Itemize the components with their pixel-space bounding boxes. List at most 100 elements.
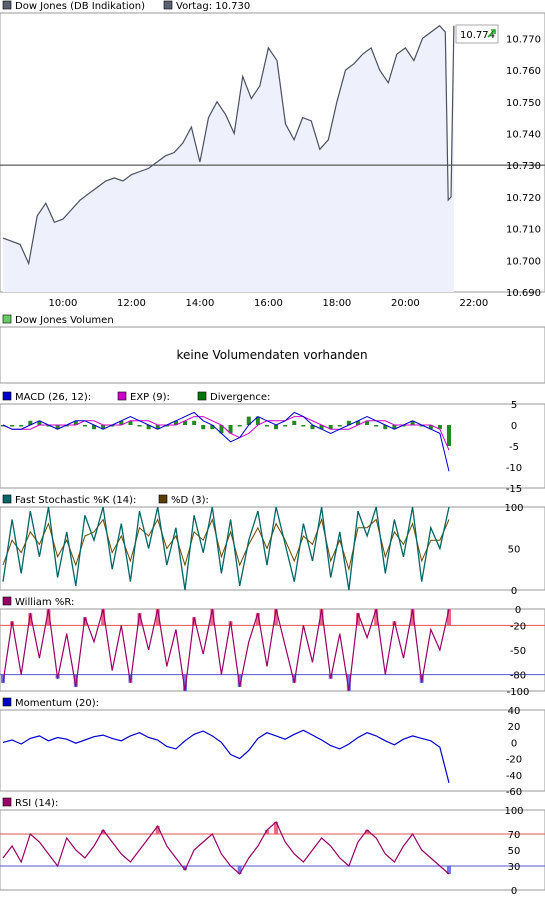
macd-divergence-bar [10, 425, 15, 427]
momentum-line [2, 729, 450, 784]
macd-divergence-bar [46, 425, 51, 427]
rsi-oversold-fill [237, 866, 242, 874]
rsi-y-tick: 0 [511, 886, 517, 897]
macd-divergence-bar [110, 425, 115, 427]
macd-legend-label: EXP (9): [130, 392, 170, 403]
rsi-legend-label: RSI (14): [15, 798, 58, 809]
macd-panel-frame [0, 403, 545, 489]
macd-divergence-bar [128, 420, 133, 425]
rsi-overbought-fill [274, 822, 279, 834]
momentum-y-tick: 20 [508, 722, 521, 733]
williams-oversold-fill [73, 674, 78, 687]
up-arrow-icon [487, 29, 496, 38]
stoch-y-tick: 100 [504, 503, 523, 514]
rsi-oversold-fill [183, 866, 188, 870]
macd-legend-swatch [2, 391, 12, 401]
macd-legend-label: MACD (26, 12): [15, 392, 91, 403]
price-line [2, 24, 455, 266]
macd-divergence-bar [428, 425, 433, 430]
macd-divergence-bar [447, 425, 451, 446]
macd-legend-label: Divergence: [210, 392, 270, 403]
macd-divergence-bar [383, 425, 388, 430]
price-y-tick: 10.720 [506, 193, 541, 204]
stoch-legend-swatch [158, 494, 168, 504]
macd-divergence-bar [410, 420, 415, 425]
macd-divergence-bar [319, 425, 324, 430]
rsi-y-tick: 70 [508, 830, 521, 841]
price-y-tick: 10.710 [506, 225, 541, 236]
macd-divergence-bar [64, 425, 69, 427]
price-x-tick: 20:00 [391, 298, 420, 309]
macd-divergence-bar [146, 425, 151, 430]
price-x-tick: 16:00 [254, 298, 283, 309]
stoch-legend-label: Fast Stochastic %K (14): [15, 495, 136, 506]
williams-y-tick: -20 [510, 621, 526, 632]
price-y-tick: 10.730 [506, 161, 541, 172]
price-x-tick: 10:00 [49, 298, 78, 309]
rsi-line [2, 821, 450, 875]
macd-y-tick: -10 [506, 463, 522, 474]
price-y-tick: 10.690 [506, 288, 541, 299]
williams-y-tick: 0 [515, 605, 521, 616]
macd-divergence-bar [1, 425, 5, 427]
macd-divergence-bar [392, 425, 397, 430]
momentum-y-tick: 0 [511, 738, 517, 749]
macd-divergence-bar [55, 425, 60, 430]
williams-y-tick: -50 [510, 646, 526, 657]
price-y-tick: 10.770 [506, 34, 541, 45]
price-x-tick: 22:00 [459, 298, 488, 309]
macd-divergence-bar [82, 425, 87, 427]
rsi-y-tick: 50 [508, 846, 521, 857]
stoch-y-tick: 50 [508, 545, 521, 556]
rsi-panel-frame [0, 809, 545, 891]
williams-oversold-fill [1, 674, 5, 683]
macd-divergence-bar [183, 420, 188, 425]
macd-divergence-bar [119, 420, 124, 425]
williams-overbought-fill [410, 609, 415, 626]
momentum-y-tick: -60 [506, 787, 522, 798]
rsi-overbought-fill [264, 830, 269, 834]
macd-exp-line [2, 416, 450, 451]
macd-divergence-bar [101, 425, 106, 430]
stoch-legend-swatch [2, 494, 12, 504]
momentum-y-tick: 40 [508, 706, 521, 717]
price-x-tick: 18:00 [322, 298, 351, 309]
rsi-overbought-fill [101, 830, 106, 834]
williams-legend-label: William %R: [15, 597, 74, 608]
macd-y-tick: -15 [506, 484, 522, 495]
williams-y-tick: -80 [510, 671, 526, 682]
macd-legend-swatch [197, 391, 207, 401]
momentum-y-tick: -20 [506, 755, 522, 766]
macd-divergence-bar [19, 425, 24, 427]
rsi-oversold-fill [447, 866, 451, 874]
williams-oversold-fill [237, 674, 242, 687]
williams-overbought-fill [274, 609, 279, 626]
rsi-overbought-fill [365, 830, 370, 834]
williams-oversold-fill [346, 674, 351, 691]
macd-divergence-bar [301, 425, 306, 427]
macd-line [2, 411, 450, 472]
macd-divergence-bar [337, 425, 342, 427]
williams-overbought-fill [46, 609, 51, 626]
macd-divergence-bar [28, 420, 33, 425]
williams-line [2, 608, 450, 692]
rsi-overbought-fill [155, 826, 160, 834]
macd-divergence-bar [155, 425, 160, 430]
price-x-tick: 12:00 [117, 298, 146, 309]
macd-divergence-bar [355, 420, 360, 425]
williams-overbought-fill [101, 609, 106, 626]
price-y-tick: 10.740 [506, 129, 541, 140]
williams-overbought-fill [210, 609, 215, 626]
macd-divergence-bar [201, 425, 206, 430]
momentum-panel-frame [0, 709, 545, 792]
stoch-y-tick: 0 [511, 586, 517, 597]
williams-overbought-fill [28, 613, 33, 626]
williams-overbought-fill [447, 609, 451, 626]
momentum-legend-swatch [2, 697, 12, 707]
macd-divergence-bar [246, 416, 251, 425]
macd-divergence-bar [401, 425, 406, 427]
macd-divergence-bar [137, 425, 142, 427]
macd-divergence-bar [255, 416, 260, 425]
rsi-y-tick: 100 [504, 806, 523, 817]
